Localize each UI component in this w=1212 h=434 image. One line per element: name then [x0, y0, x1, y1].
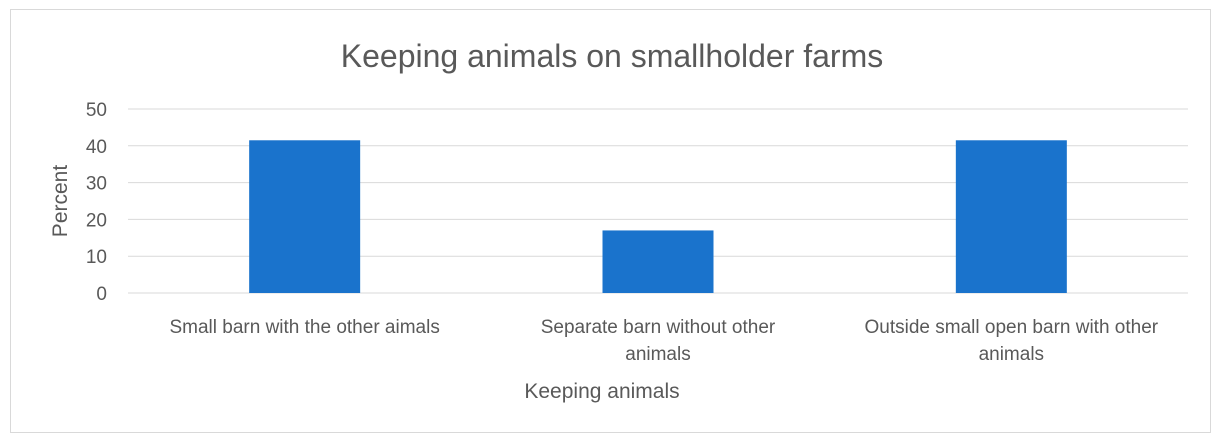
y-tick-label: 20	[86, 210, 107, 231]
bar	[602, 230, 714, 293]
x-category-label: animals	[625, 344, 690, 365]
x-category-label: Small barn with the other aimals	[169, 317, 439, 338]
x-category-label: animals	[979, 344, 1044, 365]
chart-title: Keeping animals on smallholder farms	[341, 38, 883, 74]
y-tick-label: 10	[86, 247, 107, 268]
x-axis-categories: Small barn with the other aimals Separate…	[169, 317, 1158, 365]
y-tick-label: 50	[86, 100, 107, 121]
bar	[955, 140, 1067, 293]
x-category-label: Outside small open barn with other	[865, 317, 1159, 338]
x-category-label: Separate barn without other	[541, 317, 776, 338]
y-tick-label: 0	[96, 284, 107, 305]
y-tick-label: 30	[86, 174, 107, 195]
bars	[249, 140, 1067, 293]
y-tick-label: 40	[86, 137, 107, 158]
y-axis-ticks: 0 10 20 30 40 50	[86, 100, 107, 305]
bar	[249, 140, 361, 293]
x-axis-title: Keeping animals	[524, 380, 679, 403]
y-axis-title: Percent	[49, 165, 72, 238]
